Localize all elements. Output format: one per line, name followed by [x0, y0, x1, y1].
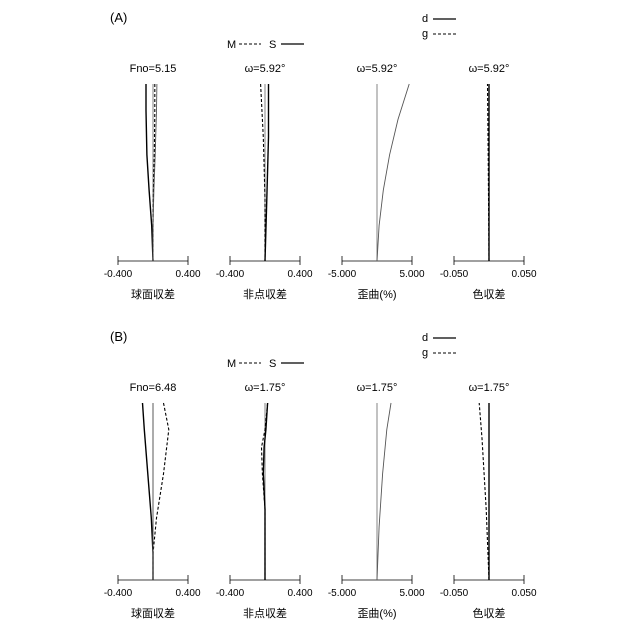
series-line-g: [479, 403, 489, 580]
series-line-d: [143, 403, 154, 580]
x-tick-label: -0.050: [440, 588, 469, 599]
x-tick-label: 0.400: [175, 588, 200, 599]
legend-m-label: M: [227, 39, 236, 51]
x-tick-label: 0.050: [511, 588, 536, 599]
subplot-4: ω=1.75° -0.050 0.050 色収差: [440, 382, 537, 620]
x-tick-label: 5.000: [399, 588, 424, 599]
series-line-g: [153, 403, 169, 580]
series-line-m: [261, 84, 265, 261]
series-line-ref0: [377, 84, 409, 261]
series-line-d: [146, 84, 153, 261]
x-tick-label: 0.400: [287, 269, 312, 280]
x-tick-label: 0.050: [511, 269, 536, 280]
panel-b: (B)MSdgFno=6.48-0.4000.400球面収差ω=1.75°-0.…: [104, 329, 537, 620]
x-axis-label: 非点収差: [243, 606, 287, 620]
x-tick-label: -0.400: [104, 588, 133, 599]
subplot-2: ω=1.75° -0.400 0.400非点収差: [216, 382, 313, 620]
legend-s-label: S: [269, 39, 276, 51]
x-tick-label: -5.000: [328, 269, 357, 280]
x-tick-label: 5.000: [399, 269, 424, 280]
x-tick-label: -0.400: [104, 269, 133, 280]
x-axis-label: 非点収差: [243, 287, 287, 301]
subplot-3: ω=5.92° -5.000 5.000歪曲(%): [328, 63, 425, 301]
legend-d-label: d: [422, 332, 428, 344]
x-axis-label: 歪曲(%): [357, 288, 396, 301]
legend-g-label: g: [422, 347, 428, 359]
subplot-1: Fno=5.15 -0.400 0.400球面収差: [104, 63, 201, 301]
subplot-title: Fno=6.48: [130, 382, 177, 394]
x-tick-label: -0.400: [216, 269, 245, 280]
legend-m-label: M: [227, 358, 236, 370]
series-line-ref0: [377, 403, 391, 580]
subplot-title: ω=1.75°: [245, 382, 286, 394]
x-tick-label: 0.400: [175, 269, 200, 280]
subplot-title: ω=1.75°: [357, 382, 398, 394]
subplot-title: ω=5.92°: [469, 63, 510, 75]
subplot-1: Fno=6.48 -0.400 0.400球面収差: [104, 382, 201, 620]
legend-s-label: S: [269, 358, 276, 370]
subplot-3: ω=1.75° -5.000 5.000歪曲(%): [328, 382, 425, 620]
subplot-title: ω=1.75°: [469, 382, 510, 394]
subplot-2: ω=5.92° -0.400 0.400非点収差: [216, 63, 313, 301]
subplot-title: ω=5.92°: [357, 63, 398, 75]
panel-label: (B): [110, 329, 127, 344]
subplot-title: Fno=5.15: [130, 63, 177, 75]
legend-d-label: d: [422, 13, 428, 25]
x-axis-label: 球面収差: [131, 606, 175, 620]
x-axis-label: 球面収差: [131, 287, 175, 301]
x-tick-label: -0.050: [440, 269, 469, 280]
x-axis-label: 色収差: [473, 287, 506, 301]
subplot-title: ω=5.92°: [245, 63, 286, 75]
x-axis-label: 歪曲(%): [357, 607, 396, 620]
x-tick-label: 0.400: [287, 588, 312, 599]
panel-a: (A)MSdgFno=5.15-0.4000.400球面収差ω=5.92°-0.…: [104, 10, 537, 301]
legend-g-label: g: [422, 28, 428, 40]
x-axis-label: 色収差: [473, 606, 506, 620]
x-tick-label: -0.400: [216, 588, 245, 599]
subplot-4: ω=5.92° -0.050 0.050 色収差: [440, 63, 537, 301]
panel-label: (A): [110, 10, 127, 25]
x-tick-label: -5.000: [328, 588, 357, 599]
